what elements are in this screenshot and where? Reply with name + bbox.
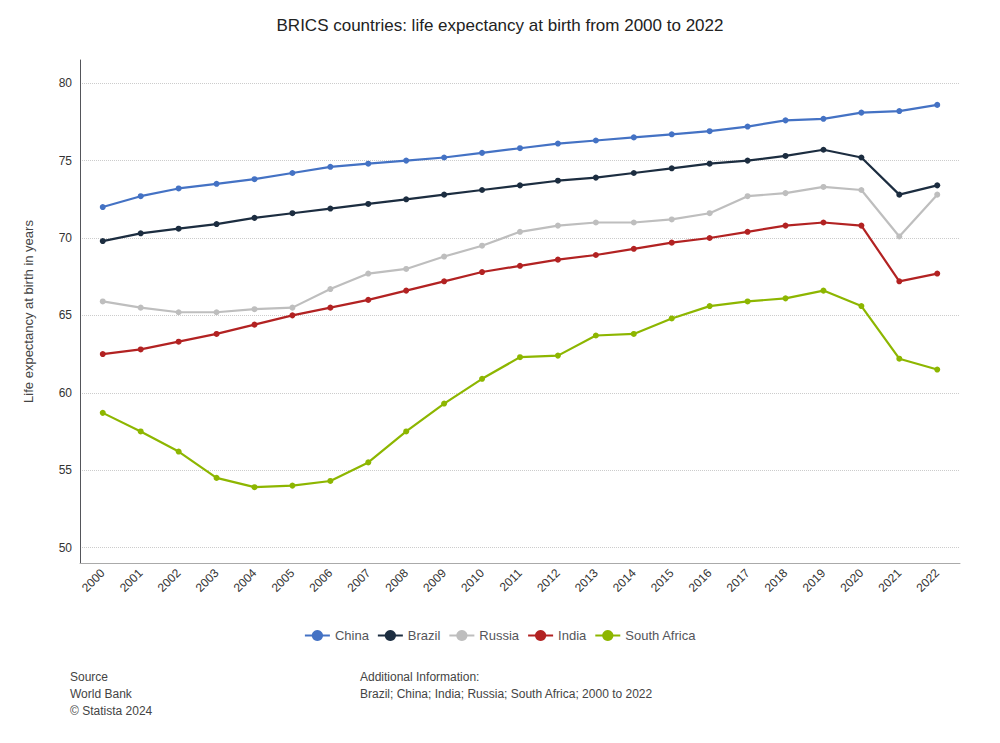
- svg-text:2010: 2010: [458, 566, 487, 595]
- svg-text:2013: 2013: [572, 566, 601, 595]
- svg-text:Additional Information:: Additional Information:: [360, 670, 479, 684]
- svg-text:2005: 2005: [269, 566, 298, 595]
- svg-text:2000: 2000: [79, 566, 108, 595]
- svg-text:Russia: Russia: [479, 628, 520, 643]
- svg-text:2001: 2001: [117, 566, 146, 595]
- svg-text:2003: 2003: [193, 566, 222, 595]
- svg-text:2012: 2012: [534, 566, 563, 595]
- svg-text:2014: 2014: [610, 566, 639, 595]
- svg-text:2019: 2019: [800, 566, 829, 595]
- svg-text:BRICS countries: life expectan: BRICS countries: life expectancy at birt…: [277, 16, 724, 35]
- svg-text:2017: 2017: [724, 566, 753, 595]
- svg-text:2015: 2015: [648, 566, 677, 595]
- svg-text:2011: 2011: [497, 566, 525, 594]
- svg-text:Life expectancy at birth in ye: Life expectancy at birth in years: [21, 220, 36, 403]
- svg-text:Source: Source: [70, 670, 108, 684]
- svg-text:2009: 2009: [420, 566, 449, 595]
- svg-text:50: 50: [59, 541, 73, 555]
- svg-text:65: 65: [59, 308, 73, 322]
- svg-text:2020: 2020: [838, 566, 867, 595]
- svg-text:Brazil; China; India; Russia;: Brazil; China; India; Russia; South Afri…: [360, 687, 652, 701]
- svg-text:70: 70: [59, 231, 73, 245]
- svg-text:55: 55: [59, 463, 73, 477]
- svg-text:2002: 2002: [155, 566, 184, 595]
- svg-text:2006: 2006: [307, 566, 336, 595]
- svg-text:Brazil: Brazil: [408, 628, 441, 643]
- svg-text:2004: 2004: [231, 566, 260, 595]
- svg-text:2022: 2022: [913, 566, 942, 595]
- svg-text:60: 60: [59, 386, 73, 400]
- svg-text:2021: 2021: [876, 566, 905, 595]
- svg-text:2016: 2016: [686, 566, 715, 595]
- svg-text:2007: 2007: [344, 566, 373, 595]
- svg-text:China: China: [335, 628, 370, 643]
- svg-text:75: 75: [59, 154, 73, 168]
- svg-text:2018: 2018: [762, 566, 791, 595]
- svg-text:2008: 2008: [382, 566, 411, 595]
- svg-text:India: India: [558, 628, 587, 643]
- svg-text:World Bank: World Bank: [70, 687, 133, 701]
- svg-text:South Africa: South Africa: [625, 628, 696, 643]
- svg-text:80: 80: [59, 76, 73, 90]
- svg-text:© Statista 2024: © Statista 2024: [70, 704, 153, 718]
